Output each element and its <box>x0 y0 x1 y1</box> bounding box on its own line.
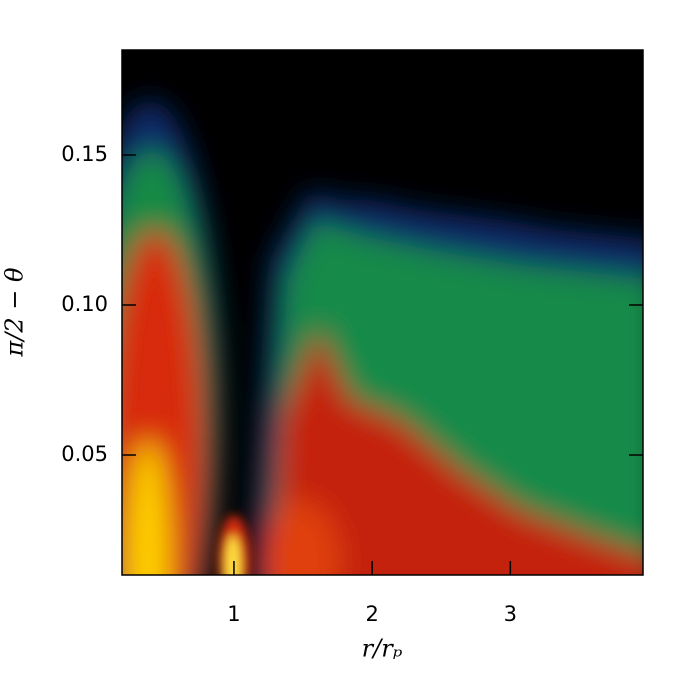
y-tick-label: 0.10 <box>61 292 108 316</box>
x-tick-label: 1 <box>227 602 240 626</box>
y-axis-label: π/2 − θ <box>1 267 29 357</box>
heatmap-field <box>122 50 643 575</box>
x-tick-label: 2 <box>365 602 378 626</box>
x-axis-label: r/rₚ <box>362 635 403 663</box>
y-tick-label: 0.15 <box>61 142 108 166</box>
x-tick-label: 3 <box>504 602 517 626</box>
plot-frame <box>121 49 644 576</box>
y-tick-label: 0.05 <box>61 442 108 466</box>
